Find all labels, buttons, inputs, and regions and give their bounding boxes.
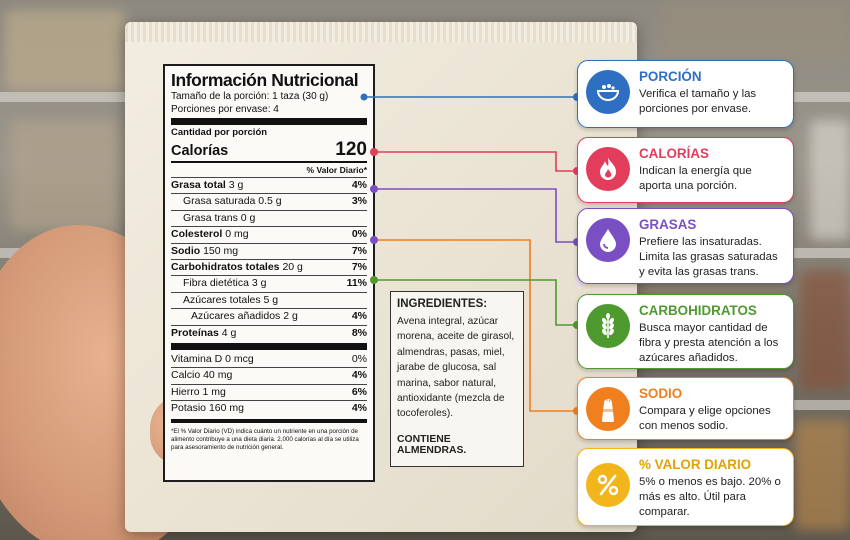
callout-text: Compara y elige opciones con menos sodio… — [639, 405, 771, 432]
callout-text: Prefiere las insaturadas. Limita las gra… — [639, 236, 778, 278]
nutrition-facts-label: Información Nutricional Tamaño de la por… — [163, 64, 375, 482]
divider — [171, 118, 367, 125]
callout-text: 5% o menos es bajo. 20% o más es alto. Ú… — [639, 476, 781, 518]
servings-per-container: Porciones por envase: 4 — [171, 104, 279, 115]
nutrient-row: Sodio 150 mg 7% — [171, 242, 367, 259]
vitamin-row: Vitamina D 0 mcg 0% — [171, 353, 367, 366]
vitamin-row: Calcio 40 mg 4% — [171, 367, 367, 383]
bowl-icon — [586, 70, 630, 114]
callout-text: Verifica el tamaño y las porciones por e… — [639, 88, 757, 115]
nutrient-row: Grasa saturada 0.5 g 3% — [171, 193, 367, 209]
ingredients-text: Avena integral, azúcar morena, aceite de… — [397, 316, 515, 420]
callout-title: GRASAS — [639, 217, 697, 232]
nutrient-row: Proteínas 4 g 8% — [171, 324, 367, 341]
callout-title: PORCIÓN — [639, 69, 702, 84]
calories-value: 120 — [335, 139, 367, 160]
ingredients-box: INGREDIENTES: Avena integral, azúcar mor… — [390, 291, 524, 467]
nutrient-row: Grasa trans 0 g — [171, 209, 367, 226]
callout-title: % VALOR DIARIO — [639, 457, 752, 472]
ingredients-title: INGREDIENTES: — [397, 298, 488, 310]
oil-drop-icon — [586, 218, 630, 262]
nutrient-row: Azúcares totales 5 g — [171, 291, 367, 308]
salt-shaker-icon — [586, 387, 630, 431]
wheat-icon — [586, 304, 630, 348]
flame-icon — [586, 147, 630, 191]
divider — [171, 343, 367, 351]
vitamin-row: Potasio 160 mg 4% — [171, 400, 367, 416]
percent-icon — [586, 463, 630, 507]
callout-grasas: GRASAS Prefiere las insaturadas. Limita … — [577, 208, 794, 284]
callout-valor-diario: % VALOR DIARIO 5% o menos es bajo. 20% o… — [577, 448, 794, 526]
daily-value-header: % Valor Diario* — [171, 161, 367, 177]
divider — [171, 418, 367, 423]
nutrient-row: Colesterol 0 mg 0% — [171, 226, 367, 242]
calories-row: Calorías 120 — [171, 139, 367, 161]
callout-text: Indican la energía que aporta una porció… — [639, 165, 752, 192]
nutrition-title: Información Nutricional — [171, 70, 359, 90]
callout-text: Busca mayor cantidad de fibra y presta a… — [639, 322, 779, 364]
callout-calorias: CALORÍAS Indican la energía que aporta u… — [577, 137, 794, 203]
callout-title: CARBOHIDRATOS — [639, 303, 757, 318]
callout-title: SODIO — [639, 386, 683, 401]
amount-per-serving: Cantidad por porción — [171, 127, 268, 138]
vitamin-row: Hierro 1 mg 6% — [171, 383, 367, 400]
nutrient-row: Azúcares añadidos 2 g 4% — [171, 308, 367, 324]
nutrient-row: Carbohidratos totales 20 g 7% — [171, 259, 367, 275]
allergen-statement: CONTIENE ALMENDRAS. — [397, 433, 467, 456]
callout-title: CALORÍAS — [639, 146, 709, 161]
calories-label: Calorías — [171, 143, 229, 159]
callout-carbohidratos: CARBOHIDRATOS Busca mayor cantidad de fi… — [577, 294, 794, 369]
serving-size: Tamaño de la porción: 1 taza (30 g) — [171, 91, 329, 102]
callout-sodio: SODIO Compara y elige opciones con menos… — [577, 377, 794, 440]
nutrient-row: Grasa total 3 g 4% — [171, 177, 367, 193]
nutrient-row: Fibra dietética 3 g 11% — [171, 275, 367, 291]
daily-value-footnote: *El % Valor Diario (VD) indica cuánto un… — [171, 427, 359, 452]
callout-porcion: PORCIÓN Verifica el tamaño y las porcion… — [577, 60, 794, 128]
